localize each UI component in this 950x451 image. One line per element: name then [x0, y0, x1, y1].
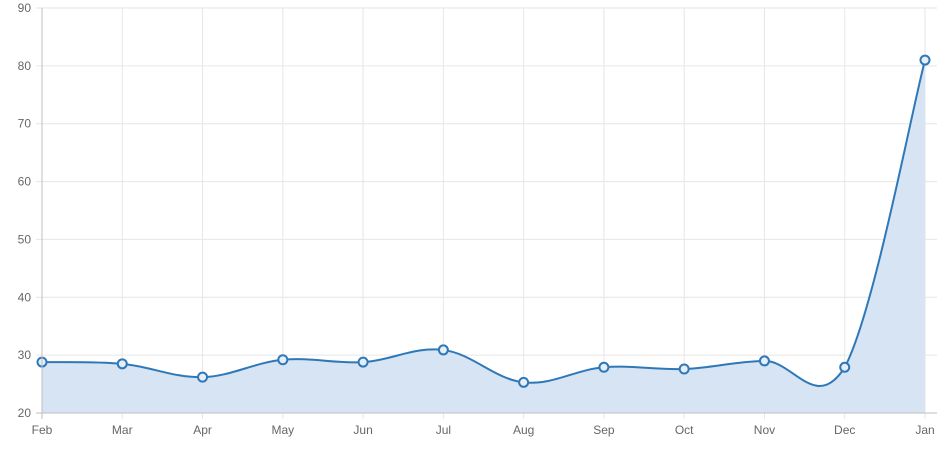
x-tick-label: May — [271, 423, 294, 437]
y-tick-label: 50 — [18, 232, 32, 246]
x-tick-label: Apr — [193, 423, 212, 437]
data-point-oct — [678, 363, 690, 375]
x-tick-label: Aug — [513, 423, 534, 437]
y-tick-label: 80 — [18, 59, 32, 73]
x-tick-label: Jan — [915, 423, 934, 437]
data-point-apr — [197, 371, 209, 383]
data-point-may — [277, 354, 289, 366]
y-tick-label: 90 — [18, 1, 32, 15]
series-area-fill — [42, 60, 925, 413]
data-point-sep — [598, 361, 610, 373]
data-point-nov — [758, 355, 770, 367]
data-point-jul — [437, 344, 449, 356]
y-tick-label: 40 — [18, 290, 32, 304]
series-line — [41, 59, 926, 387]
y-axis-ticks: 20 30 40 50 60 70 80 90 — [18, 1, 32, 420]
data-point-jun — [357, 356, 369, 368]
data-point-dec — [839, 361, 851, 373]
data-point-mar — [116, 358, 128, 370]
data-point-aug — [518, 376, 530, 388]
x-tick-label: Sep — [593, 423, 615, 437]
y-tick-label: 70 — [18, 117, 32, 131]
y-tick-label: 20 — [18, 406, 32, 420]
x-tick-label: Oct — [675, 423, 694, 437]
y-gridlines — [36, 7, 937, 414]
series-layer — [36, 54, 931, 413]
x-tick-label: Jun — [353, 423, 372, 437]
x-tick-label: Jul — [436, 423, 451, 437]
x-tick-label: Mar — [112, 423, 133, 437]
axes — [36, 8, 937, 419]
x-axis-ticks: Feb Mar Apr May Jun Jul Aug Sep Oct Nov Dec Jan — [32, 423, 935, 437]
x-gridlines — [41, 8, 926, 419]
data-point-jan — [919, 54, 931, 66]
x-tick-label: Nov — [754, 423, 775, 437]
y-tick-label: 30 — [18, 348, 32, 362]
y-tick-label: 60 — [18, 175, 32, 189]
x-tick-label: Feb — [32, 423, 53, 437]
x-tick-label: Dec — [834, 423, 855, 437]
